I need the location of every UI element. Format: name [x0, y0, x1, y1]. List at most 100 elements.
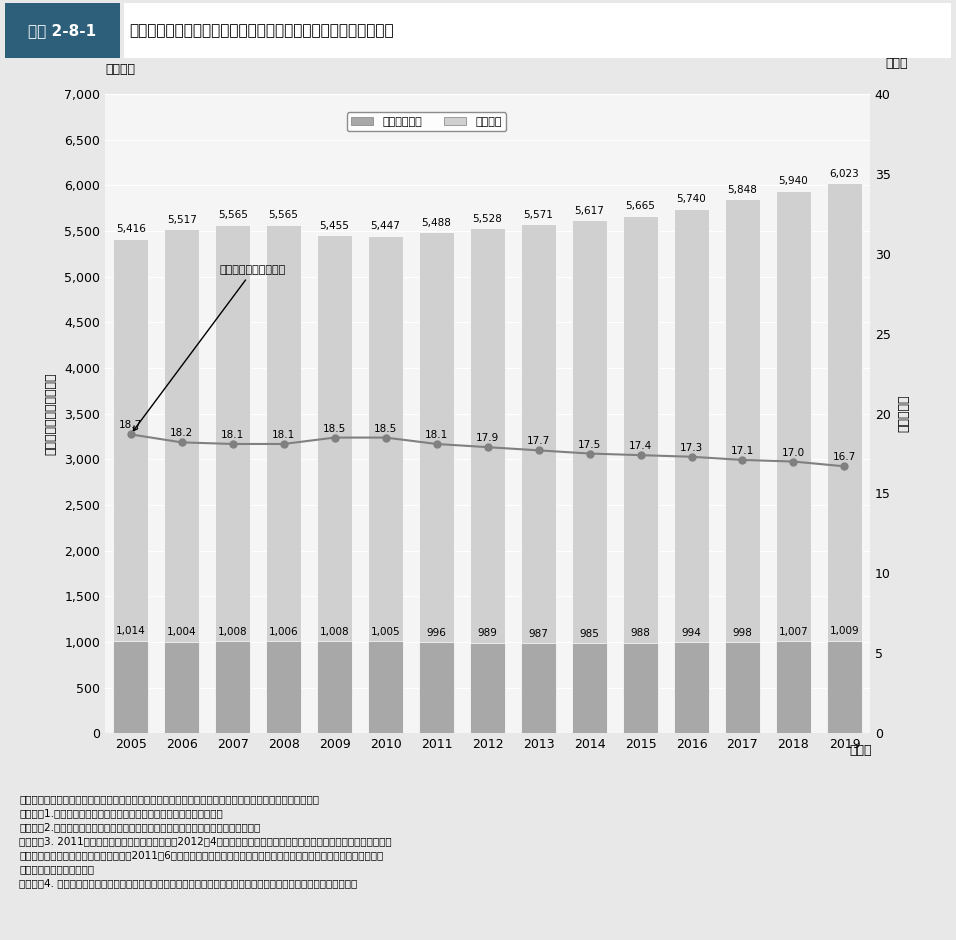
Line: 推定組織率（右目盛）: 推定組織率（右目盛） [127, 431, 848, 470]
Bar [113, 239, 148, 733]
Text: 988: 988 [631, 629, 650, 638]
推定組織率（右目盛） [584, 447, 596, 459]
FancyBboxPatch shape [5, 3, 120, 58]
Text: 17.5: 17.5 [578, 440, 601, 449]
Bar [521, 225, 556, 733]
Bar [215, 641, 250, 733]
推定組織率（右目盛） [227, 438, 238, 449]
Text: 1,014: 1,014 [116, 626, 145, 636]
Bar [674, 642, 709, 733]
Text: 17.4: 17.4 [629, 441, 652, 451]
Legend: 労働組合員数, 雇用者数: 労働組合員数, 雇用者数 [347, 113, 506, 132]
推定組織率（右目盛） [125, 429, 137, 440]
Text: 1,005: 1,005 [371, 627, 401, 637]
Bar [266, 641, 301, 733]
Text: 5,416: 5,416 [116, 224, 145, 234]
Text: 5,617: 5,617 [575, 206, 604, 215]
Bar [469, 643, 506, 733]
Text: 5,565: 5,565 [269, 211, 298, 221]
Text: 17.9: 17.9 [476, 433, 499, 443]
Text: （年）: （年） [849, 744, 872, 757]
Bar [521, 643, 556, 733]
Text: 998: 998 [732, 628, 752, 637]
Bar [725, 199, 760, 733]
推定組織率（右目盛） [838, 461, 850, 472]
Text: 18.1: 18.1 [272, 430, 295, 440]
Text: 17.7: 17.7 [527, 436, 550, 446]
Text: 5,488: 5,488 [422, 217, 451, 227]
Text: 5,517: 5,517 [166, 215, 197, 225]
Text: 17.0: 17.0 [782, 447, 805, 458]
Text: 1,008: 1,008 [320, 627, 349, 636]
Text: 5,940: 5,940 [778, 176, 809, 186]
推定組織率（右目盛） [788, 456, 799, 467]
Bar [572, 643, 607, 733]
Text: 994: 994 [682, 628, 702, 638]
Text: 18.7: 18.7 [120, 420, 142, 431]
Bar [113, 640, 148, 733]
推定組織率（右目盛） [431, 438, 443, 449]
Y-axis label: 雇用者数・労働組合員数: 雇用者数・労働組合員数 [44, 372, 57, 455]
推定組織率（右目盛） [737, 454, 749, 465]
Text: （万人）: （万人） [105, 63, 135, 76]
Text: 雇用者数、労働組合員数及び推定組織率の推移（単一労働組合）: 雇用者数、労働組合員数及び推定組織率の推移（単一労働組合） [129, 24, 394, 38]
Text: 17.3: 17.3 [680, 443, 703, 453]
Text: 987: 987 [529, 629, 549, 638]
Bar [419, 642, 454, 733]
Bar [827, 183, 862, 733]
Bar [775, 191, 812, 733]
Text: 6,023: 6,023 [830, 168, 859, 179]
Text: 18.5: 18.5 [323, 424, 346, 433]
Text: 5,665: 5,665 [625, 201, 656, 212]
推定組織率（右目盛） [380, 431, 391, 443]
Bar [163, 641, 200, 733]
Bar [316, 641, 353, 733]
Text: 5,455: 5,455 [319, 221, 350, 230]
Bar [266, 225, 301, 733]
Y-axis label: 推定組織率: 推定組織率 [898, 395, 911, 432]
Text: 985: 985 [579, 629, 599, 638]
Text: 18.5: 18.5 [374, 424, 397, 433]
Bar [316, 235, 353, 733]
Bar [469, 228, 506, 733]
Text: 5,565: 5,565 [218, 211, 248, 221]
Text: 5,447: 5,447 [371, 221, 401, 231]
Text: 18.1: 18.1 [221, 430, 244, 440]
Text: 推定組織率（右目盛）: 推定組織率（右目盛） [133, 265, 286, 431]
Bar [419, 232, 454, 733]
Bar [725, 642, 760, 733]
Text: 1,004: 1,004 [167, 627, 196, 637]
Text: 1,006: 1,006 [269, 627, 298, 636]
推定組織率（右目盛） [329, 431, 340, 443]
Bar [368, 641, 403, 733]
Text: 17.1: 17.1 [731, 446, 754, 456]
Text: 16.7: 16.7 [833, 452, 856, 462]
Text: 1,007: 1,007 [779, 627, 808, 636]
Bar [215, 225, 250, 733]
Text: 5,528: 5,528 [472, 213, 503, 224]
Text: 5,571: 5,571 [524, 210, 554, 220]
Text: 5,848: 5,848 [728, 184, 757, 195]
Text: 1,008: 1,008 [218, 627, 248, 636]
Bar [674, 209, 709, 733]
Text: 図表 2-8-1: 図表 2-8-1 [28, 24, 97, 38]
Text: 18.2: 18.2 [170, 429, 193, 438]
推定組織率（右目盛） [278, 438, 290, 449]
Text: 996: 996 [426, 628, 446, 637]
Bar [827, 641, 862, 733]
Bar [572, 220, 607, 733]
FancyBboxPatch shape [124, 3, 951, 58]
Bar [622, 216, 659, 733]
推定組織率（右目盛） [532, 445, 544, 456]
Text: （％）: （％） [885, 57, 908, 70]
Bar [163, 229, 200, 733]
Text: 1,009: 1,009 [830, 626, 859, 636]
推定組織率（右目盛） [176, 437, 187, 448]
Text: 5,740: 5,740 [677, 195, 706, 205]
Text: 989: 989 [478, 628, 497, 638]
Bar [368, 236, 403, 733]
Text: 18.1: 18.1 [425, 430, 448, 440]
推定組織率（右目盛） [482, 442, 493, 453]
Text: 資料：厚生労働省政策統括官付雇用・賃金福祉統計室「労働組合基礎調査」、総務省統計局「労働力調査」
（注）　1.「雇用者数」は、労働力調査の各年６月分の原数値であ: 資料：厚生労働省政策統括官付雇用・賃金福祉統計室「労働組合基礎調査」、総務省統計… [19, 794, 392, 888]
Bar [622, 643, 659, 733]
